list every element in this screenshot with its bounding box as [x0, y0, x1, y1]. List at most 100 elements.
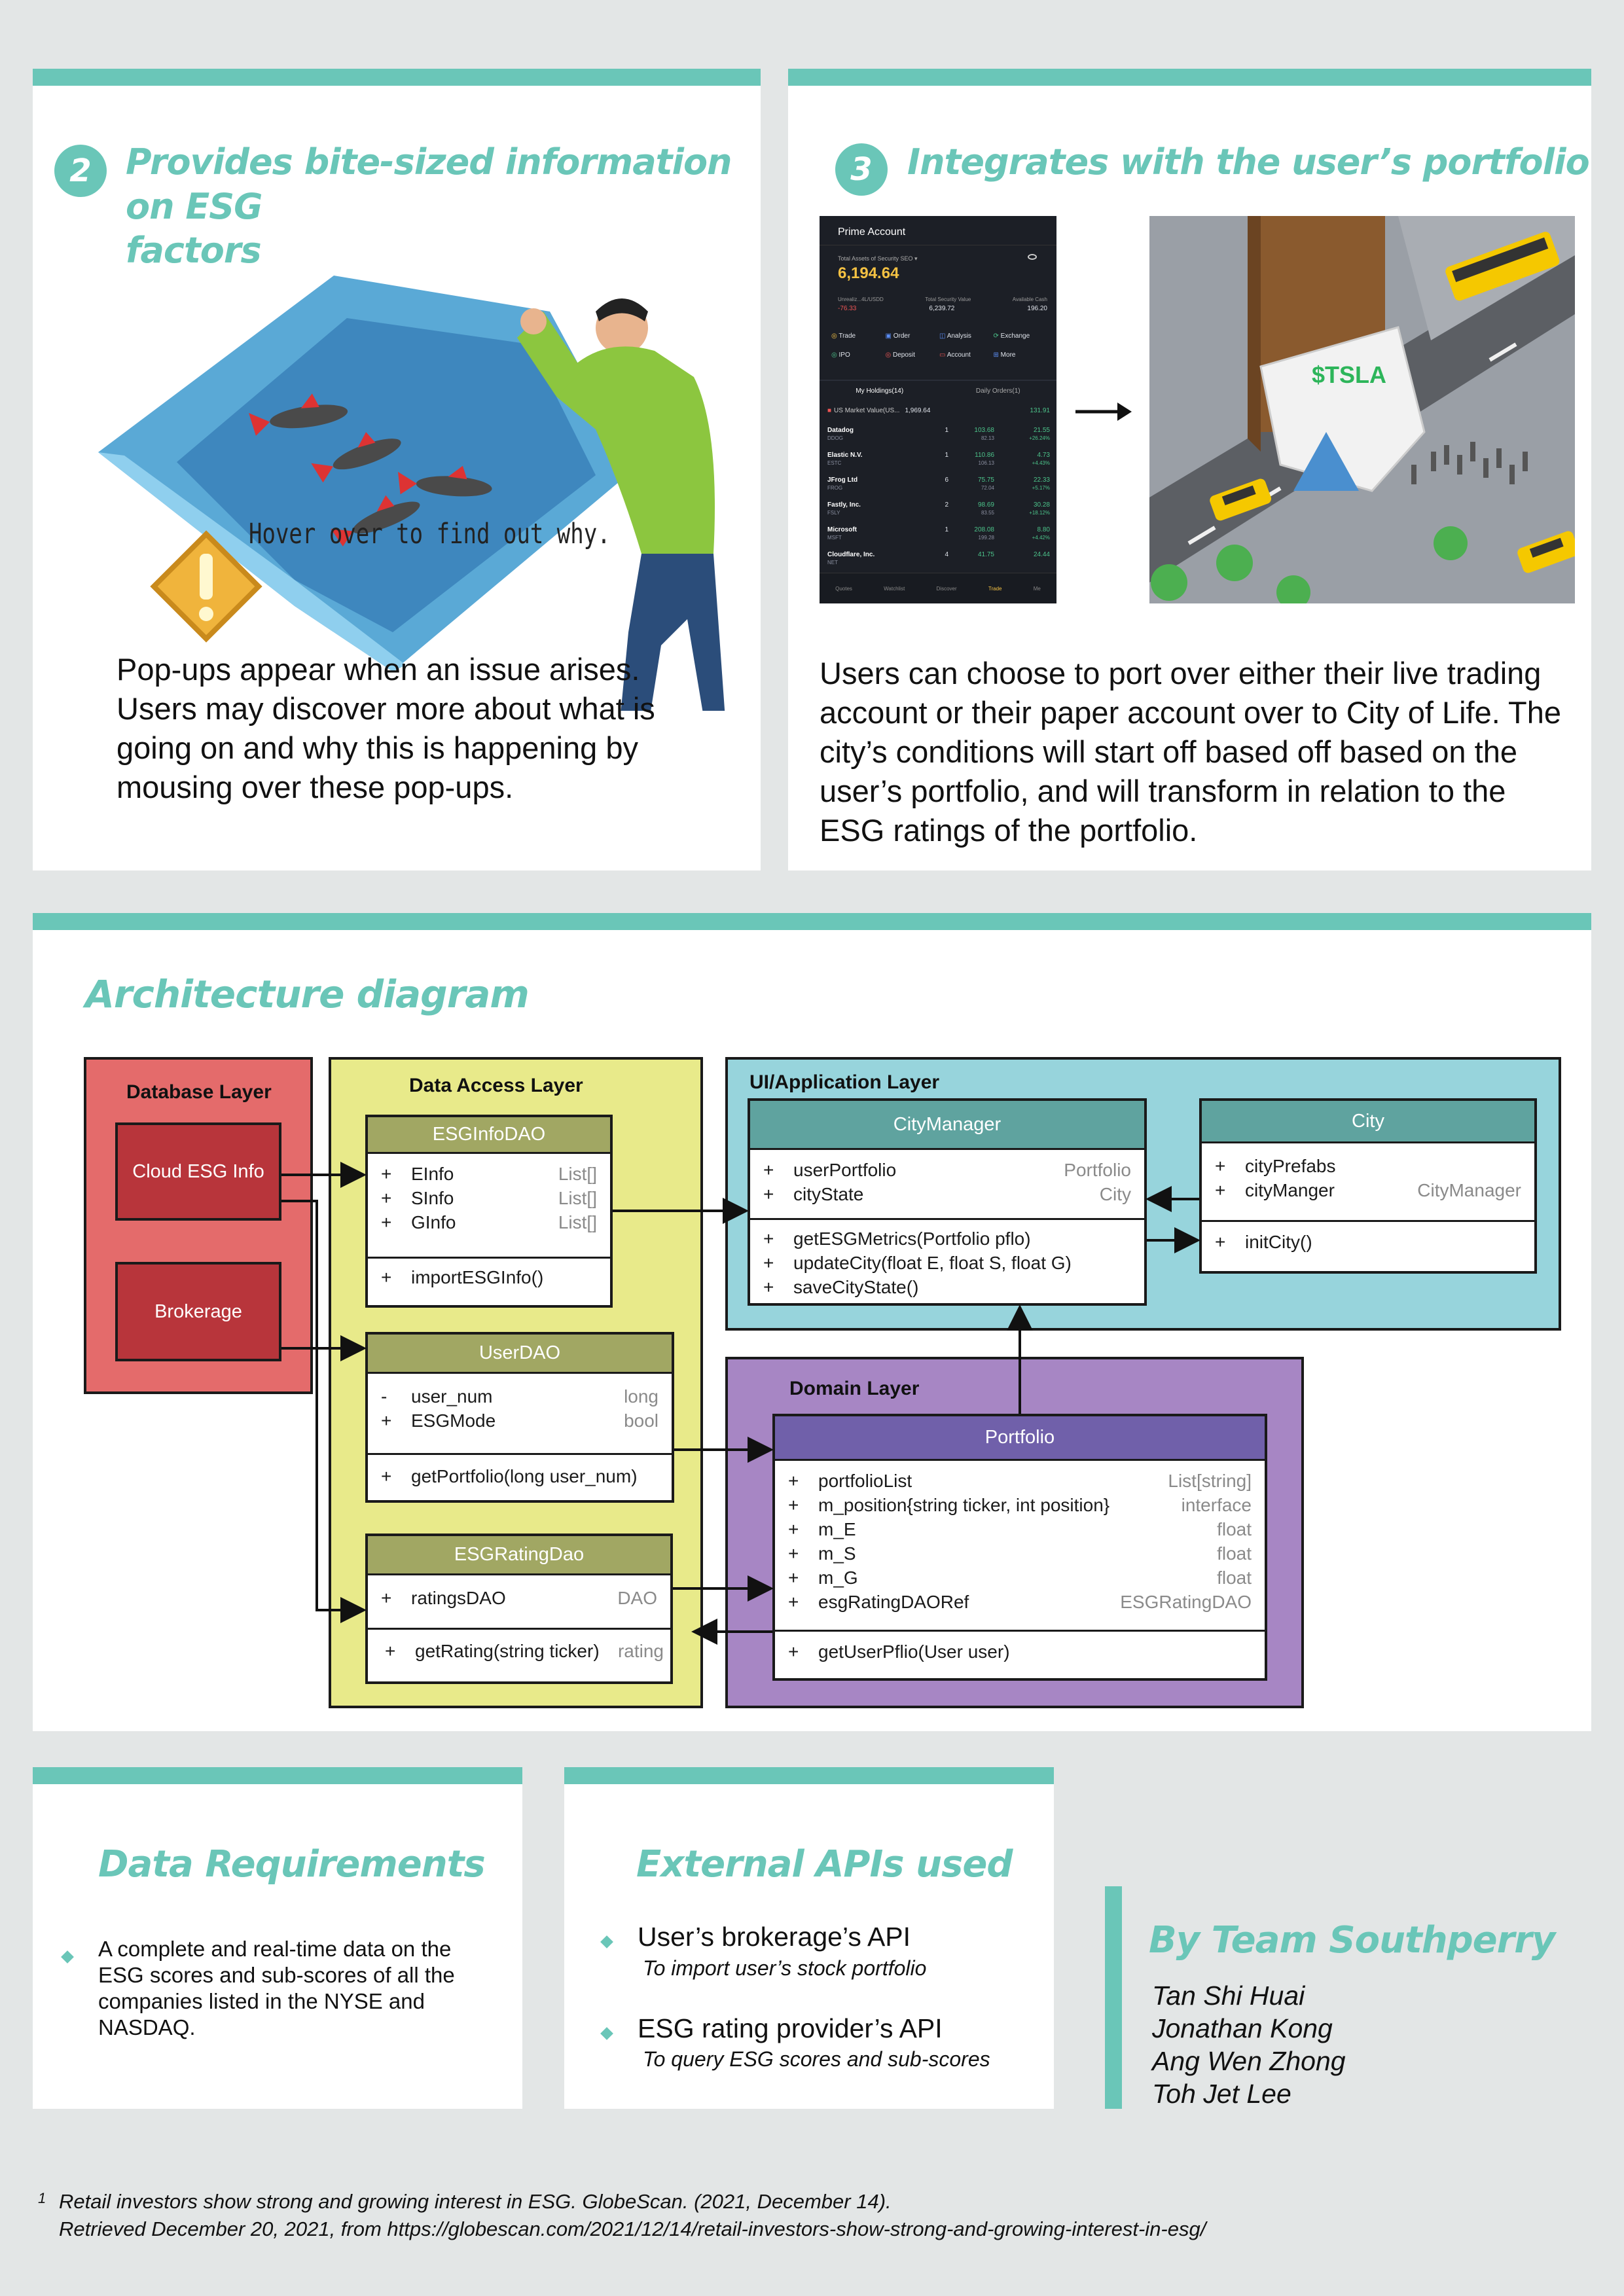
holding-last: 75.75: [977, 476, 994, 484]
attr-sinfo: SInfo: [411, 1187, 454, 1208]
data-access-layer-title: Data Access Layer: [409, 1075, 583, 1096]
bullet-icon: [61, 1950, 74, 1964]
attr-city-state: cityState: [793, 1183, 864, 1204]
taxi: [1210, 478, 1271, 521]
market-label: US Market Value(US...: [834, 407, 900, 414]
domain-layer-title: Domain Layer: [789, 1378, 920, 1399]
api-brokerage-title: User’s brokerage’s API: [638, 1922, 911, 1952]
unrealized-value: -76.33: [838, 305, 857, 312]
action-analysis[interactable]: ◫ Analysis: [939, 332, 971, 340]
attr-user-portfolio: userPortfolio: [793, 1159, 897, 1180]
attr-m-s: m_S: [818, 1543, 856, 1564]
holding-pl: 24.44: [1033, 551, 1050, 558]
holding-code: ESTC: [827, 460, 842, 466]
attr-ratings-dao: ratingsDAO: [411, 1587, 506, 1608]
total-assets-label: Total Assets of Security SEO ▾: [838, 255, 918, 262]
holding-row[interactable]: Elastic N.V. ESTC 1 110.86 106.13 4.73 +4.43%: [827, 452, 1050, 476]
nav-quotes[interactable]: Quotes: [835, 585, 852, 592]
holding-row[interactable]: JFrog Ltd FROG 6 75.75 72.04 22.33 +5.17%: [827, 476, 1050, 501]
app-header: Prime Account: [838, 226, 906, 238]
attr-einfo: EInfo: [411, 1163, 454, 1184]
method-get-portfolio: getPortfolio(long user_num): [411, 1465, 638, 1486]
holding-qty: 4: [945, 551, 948, 558]
attr-m-position: m_position{string ticker, int position}: [818, 1494, 1110, 1515]
city-illustration: $TSLA: [1149, 216, 1575, 603]
holding-qty: 2: [945, 501, 948, 509]
eye-icon[interactable]: [1028, 254, 1037, 260]
panel-external-apis: External APIs used User’s brokerage’s AP…: [564, 1767, 1054, 2109]
holding-cost: 83.55: [981, 510, 994, 516]
api-esg-title: ESG rating provider’s API: [638, 2013, 943, 2043]
holding-name: Fastly, Inc.: [827, 501, 861, 509]
holding-cost: 106.13: [978, 460, 994, 466]
brokerage-app-screenshot: Prime Account Total Assets of Security S…: [820, 216, 1056, 603]
holding-pl: 21.55: [1033, 427, 1050, 434]
holding-pl: 30.28: [1033, 501, 1050, 509]
city-sign: $TSLA: [1312, 361, 1386, 388]
arrow-right-icon: [1075, 403, 1132, 421]
total-assets-value: 6,194.64: [838, 264, 899, 282]
holding-row[interactable]: Fastly, Inc. FSLY 2 98.69 83.55 30.28 +18.12%: [827, 501, 1050, 526]
us-flag-icon: ■: [827, 407, 832, 414]
panel2-title-line2: factors: [126, 230, 262, 271]
action-exchange[interactable]: ⟳ Exchange: [993, 332, 1030, 340]
action-trade[interactable]: ◎ Trade: [831, 332, 856, 340]
method-update-city: updateCity(float E, float S, float G): [793, 1252, 1072, 1273]
holding-last: 103.68: [974, 427, 994, 434]
tab-holdings[interactable]: My Holdings(14): [856, 387, 904, 395]
class-header: Portfolio: [775, 1416, 1265, 1461]
method-get-esg-metrics: getESGMetrics(Portfolio pflo): [793, 1228, 1031, 1249]
action-order[interactable]: ▣ Order: [885, 332, 911, 340]
panel-data-requirements: Data Requirements A complete and real-ti…: [33, 1767, 522, 2109]
cash-value: 196.20: [1027, 305, 1047, 312]
market-value: 1,969.64: [905, 407, 931, 414]
crowd: [1411, 442, 1528, 484]
nav-me[interactable]: Me: [1033, 585, 1041, 592]
holding-code: FROG: [827, 485, 843, 491]
data-requirements-title: Data Requirements: [98, 1843, 486, 1886]
holding-cost: 82.13: [981, 435, 994, 441]
action-deposit[interactable]: ◎ Deposit: [885, 351, 915, 359]
nav-trade[interactable]: Trade: [988, 585, 1002, 592]
holding-qty: 1: [945, 526, 948, 533]
nav-watchlist[interactable]: Watchlist: [884, 585, 905, 592]
nav-discover[interactable]: Discover: [936, 585, 957, 592]
holding-row[interactable]: Microsoft MSFT 1 208.08 199.28 8.80 +4.42%: [827, 526, 1050, 551]
panel2-title: Provides bite-sized information on ESG f…: [126, 140, 761, 273]
class-header: City: [1202, 1101, 1534, 1143]
panel-esg-info: 2 Provides bite-sized information on ESG…: [33, 69, 761, 870]
holding-last: 110.86: [975, 452, 994, 459]
attr-m-g: m_G: [818, 1567, 858, 1588]
method-get-user-pflio: getUserPflio(User user): [818, 1641, 1010, 1662]
footnote-marker: 1: [38, 2190, 46, 2206]
data-requirements-text: A complete and real-time data on the ESG…: [98, 1937, 455, 2039]
security-value: 6,239.72: [929, 305, 955, 312]
team-member: Toh Jet Lee: [1152, 2079, 1291, 2109]
action-grid: ◎ Trade ▣ Order ◫ Analysis ⟳ Exchange ◎ …: [831, 332, 1047, 359]
class-user-dao: UserDAO - user_num long + ESGMode bool + getP…: [365, 1332, 674, 1503]
team-accent-bar: [1105, 1886, 1122, 2109]
holding-cost: 72.04: [981, 485, 994, 491]
holding-name: JFrog Ltd: [827, 476, 858, 484]
holding-name: Datadog: [827, 427, 854, 434]
database-layer-title: Database Layer: [126, 1081, 272, 1103]
holding-last: 208.08: [974, 526, 994, 533]
team-title: By Team Southperry: [1149, 1919, 1555, 1962]
holding-row[interactable]: Datadog DDOG 1 103.68 82.13 21.55 +26.24%: [827, 427, 1050, 452]
holding-code: MSFT: [827, 535, 842, 541]
attr-m-e: m_E: [818, 1518, 856, 1539]
attr-city-manger: cityManger: [1245, 1179, 1335, 1200]
api-brokerage-subtitle: To import user’s stock portfolio: [643, 1956, 927, 1980]
holdings-list: Datadog DDOG 1 103.68 82.13 21.55 +26.24% Elast…: [827, 427, 1050, 576]
step-number-2: 2: [54, 145, 107, 197]
tab-orders[interactable]: Daily Orders(1): [975, 387, 1020, 395]
action-ipo[interactable]: ◎ IPO: [831, 351, 850, 359]
footnote-line1: Retail investors show strong and growing…: [59, 2190, 892, 2213]
warning-icon: [150, 530, 262, 643]
panel-portfolio: 3 Integrates with the user’s portfolio P…: [788, 69, 1591, 870]
action-account[interactable]: ▭ Account: [939, 351, 971, 359]
action-more[interactable]: ⊞ More: [993, 351, 1016, 359]
holding-row[interactable]: Cloudflare, Inc. NET 4 41.75 24.44: [827, 551, 1050, 576]
team-member: Tan Shi Huai: [1152, 1981, 1305, 2011]
taxi: [1517, 531, 1575, 573]
